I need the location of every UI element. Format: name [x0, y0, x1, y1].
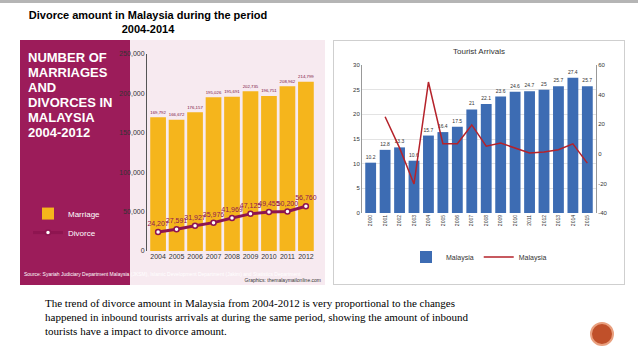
svg-text:10: 10 [353, 161, 360, 167]
svg-text:50,000: 50,000 [123, 208, 145, 215]
svg-text:25.7: 25.7 [553, 77, 563, 83]
svg-text:195,026: 195,026 [206, 90, 222, 95]
svg-text:Marriage: Marriage [68, 210, 100, 219]
svg-text:20: 20 [598, 121, 605, 127]
svg-text:200,000: 200,000 [119, 90, 144, 97]
svg-text:169,792: 169,792 [150, 110, 166, 115]
svg-text:20: 20 [353, 111, 360, 117]
svg-text:214,799: 214,799 [298, 74, 314, 79]
svg-text:17.5: 17.5 [452, 118, 462, 124]
svg-text:2004: 2004 [150, 253, 166, 260]
svg-text:30: 30 [353, 62, 360, 68]
html-text:The trend of divorce amount in: The trend of divorce amount in Malaysia … [45, 297, 469, 337]
svg-text:-20: -20 [598, 181, 607, 187]
svg-text:Malaysia: Malaysia [519, 254, 547, 262]
svg-text:2013: 2013 [555, 215, 561, 226]
svg-text:2012: 2012 [298, 253, 314, 260]
svg-text:2010: 2010 [261, 253, 277, 260]
svg-text:208,962: 208,962 [280, 79, 296, 84]
svg-text:0: 0 [598, 151, 602, 157]
svg-text:60: 60 [598, 62, 605, 68]
svg-text:100,000: 100,000 [119, 169, 144, 176]
svg-text:24,207: 24,207 [147, 220, 169, 227]
html-text:Divorce amount in Malaysia dur: Divorce amount in Malaysia during the pe… [28, 9, 268, 35]
svg-text:2008: 2008 [224, 253, 240, 260]
svg-text:10.6: 10.6 [409, 152, 419, 158]
svg-text:24.6: 24.6 [510, 83, 520, 89]
svg-text:2011: 2011 [280, 253, 295, 260]
svg-text:2006: 2006 [187, 253, 203, 260]
svg-text:195,691: 195,691 [224, 89, 240, 94]
svg-text:150,000: 150,000 [119, 129, 144, 136]
svg-text:10.2: 10.2 [366, 154, 376, 160]
svg-text:2005: 2005 [169, 253, 185, 260]
svg-text:166,672: 166,672 [169, 112, 185, 117]
svg-text:2007: 2007 [206, 253, 222, 260]
svg-text:21: 21 [469, 100, 475, 106]
svg-text:15: 15 [353, 136, 360, 142]
svg-text:27.4: 27.4 [568, 69, 578, 75]
svg-text:35,976: 35,976 [203, 211, 225, 218]
svg-text:2010: 2010 [512, 215, 518, 226]
svg-text:2015: 2015 [584, 215, 590, 226]
svg-text:2001: 2001 [382, 215, 388, 226]
svg-text:25: 25 [541, 81, 547, 87]
svg-text:47,125: 47,125 [240, 202, 262, 209]
svg-text:2004: 2004 [425, 215, 431, 226]
svg-text:-40: -40 [598, 210, 607, 216]
svg-text:Tourist Arrivals: Tourist Arrivals [453, 47, 505, 56]
html-text:Graphics: themalaymailonline.c: Graphics: themalaymailonline.com [244, 277, 321, 283]
svg-text:2002: 2002 [396, 215, 402, 226]
svg-text:56,760: 56,760 [295, 194, 317, 201]
svg-text:2000: 2000 [367, 215, 373, 226]
html-text:Source: Syariah Judiciary Depa: Source: Syariah Judiciary Department Mal… [24, 271, 301, 277]
svg-text:12.8: 12.8 [380, 141, 390, 147]
svg-text:2009: 2009 [497, 215, 503, 226]
svg-text:2003: 2003 [411, 215, 417, 226]
svg-text:Malaysia: Malaysia [446, 254, 474, 262]
svg-text:27,591: 27,591 [166, 217, 188, 224]
svg-text:23.6: 23.6 [496, 88, 506, 94]
svg-text:41,969: 41,969 [221, 206, 243, 213]
svg-text:2014: 2014 [570, 215, 576, 226]
svg-text:2007: 2007 [468, 215, 474, 226]
svg-text:176,157: 176,157 [187, 105, 203, 110]
svg-text:49,455: 49,455 [258, 200, 280, 207]
svg-text:2005: 2005 [440, 215, 446, 226]
svg-text:25: 25 [353, 87, 360, 93]
svg-text:24.7: 24.7 [525, 82, 535, 88]
svg-text:5: 5 [356, 185, 360, 191]
svg-text:31,927: 31,927 [184, 214, 206, 221]
svg-text:196,751: 196,751 [261, 88, 277, 93]
svg-text:2012: 2012 [541, 215, 547, 226]
svg-text:2008: 2008 [483, 215, 489, 226]
svg-text:25.7: 25.7 [582, 77, 592, 83]
svg-text:202,735: 202,735 [243, 84, 259, 89]
svg-text:Divorce: Divorce [68, 229, 96, 238]
svg-text:0: 0 [141, 247, 145, 254]
svg-text:13.3: 13.3 [395, 138, 405, 144]
html-text:NUMBER OF MARRIAGES AND DIVORC: NUMBER OF MARRIAGES AND DIVORCES IN MALA… [28, 50, 113, 140]
svg-text:15.7: 15.7 [423, 127, 433, 133]
svg-text:250,000: 250,000 [119, 50, 144, 57]
svg-text:2011: 2011 [526, 215, 532, 226]
svg-text:2006: 2006 [454, 215, 460, 226]
svg-text:40: 40 [598, 92, 605, 98]
svg-text:50,200: 50,200 [277, 200, 299, 207]
svg-text:2009: 2009 [243, 253, 259, 260]
svg-text:16.4: 16.4 [438, 123, 448, 129]
svg-text:22.1: 22.1 [481, 95, 491, 101]
svg-text:0: 0 [356, 210, 360, 216]
